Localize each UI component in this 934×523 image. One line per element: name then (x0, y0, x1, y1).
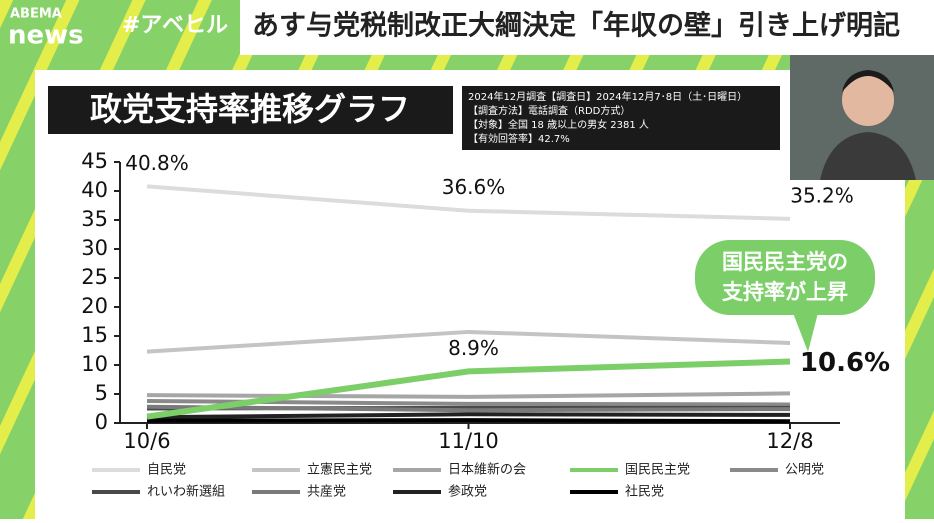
y-tick-label: 40 (81, 178, 108, 202)
value-label: 40.8% (125, 151, 189, 175)
value-label: 10.6% (800, 348, 890, 378)
annotation-bubble (695, 240, 875, 352)
legend-label: 社民党 (625, 484, 664, 500)
plot: 0 5 10 15 20 25 30 35 40 45 10/6 11/10 12/8 40.8% 36.6… (81, 149, 890, 500)
y-tick-label: 30 (81, 236, 108, 260)
annotation-line: 支持率が上昇 (722, 280, 848, 304)
title-box (48, 86, 453, 134)
info-line: 【調査方法】電話調査（RDD方式） (468, 104, 630, 117)
series-line (146, 329, 791, 354)
x-tick-label: 11/10 (438, 429, 499, 453)
value-label: 8.9% (448, 336, 499, 360)
legend-label: 日本維新の会 (448, 462, 526, 478)
headline: あす与党税制改正大綱決定「年収の壁」引き上げ明記 (252, 10, 900, 42)
info-line: 【有効回答率】42.7% (468, 132, 570, 145)
series-line (146, 184, 791, 221)
value-label: 36.6% (442, 175, 506, 199)
legend-label: 参政党 (448, 484, 487, 500)
headline-bar (240, 0, 934, 55)
chart-title: 政党支持率推移グラフ (90, 90, 410, 128)
info-line: 【対象】全国 18 歳以上の男女 2381 人 (468, 118, 649, 131)
series-line (146, 412, 791, 420)
series-line (146, 418, 791, 424)
y-tick-label: 35 (81, 207, 108, 231)
y-tick-label: 20 (81, 294, 108, 318)
y-tick-label: 5 (95, 381, 108, 405)
hashtag: #アベヒル (122, 13, 228, 38)
y-tick-label: 45 (81, 149, 108, 173)
x-tick-label: 12/8 (766, 429, 813, 453)
value-label: 35.2% (790, 183, 854, 207)
logo-top: ABEMA (10, 7, 62, 22)
info-line: 2024年12月調査【調査日】2024年12月7･8日（土･日曜日） (468, 90, 747, 103)
legend-label: 自民党 (147, 463, 186, 478)
series-line (146, 404, 791, 413)
video-window (790, 55, 934, 180)
y-tick-label: 15 (81, 323, 108, 347)
info-lines: 2024年12月調査【調査日】2024年12月7･8日（土･日曜日）【調査方法】… (468, 90, 747, 145)
series-line (146, 391, 791, 399)
annotation-line: 国民民主党の (722, 250, 848, 274)
legend-label: 公明党 (785, 463, 824, 478)
y-tick-label: 25 (81, 265, 108, 289)
legend-label: れいわ新選組 (147, 484, 225, 500)
info-box (462, 86, 780, 150)
logo-bottom: news (8, 21, 84, 51)
legend-label: 共産党 (307, 484, 346, 500)
legend-label: 立憲民主党 (307, 462, 372, 478)
legend-label: 国民民主党 (625, 463, 690, 478)
series-line (146, 358, 791, 420)
y-tick-label: 0 (95, 410, 108, 434)
x-tick-label: 10/6 (123, 429, 170, 453)
y-tick-label: 10 (81, 352, 108, 376)
